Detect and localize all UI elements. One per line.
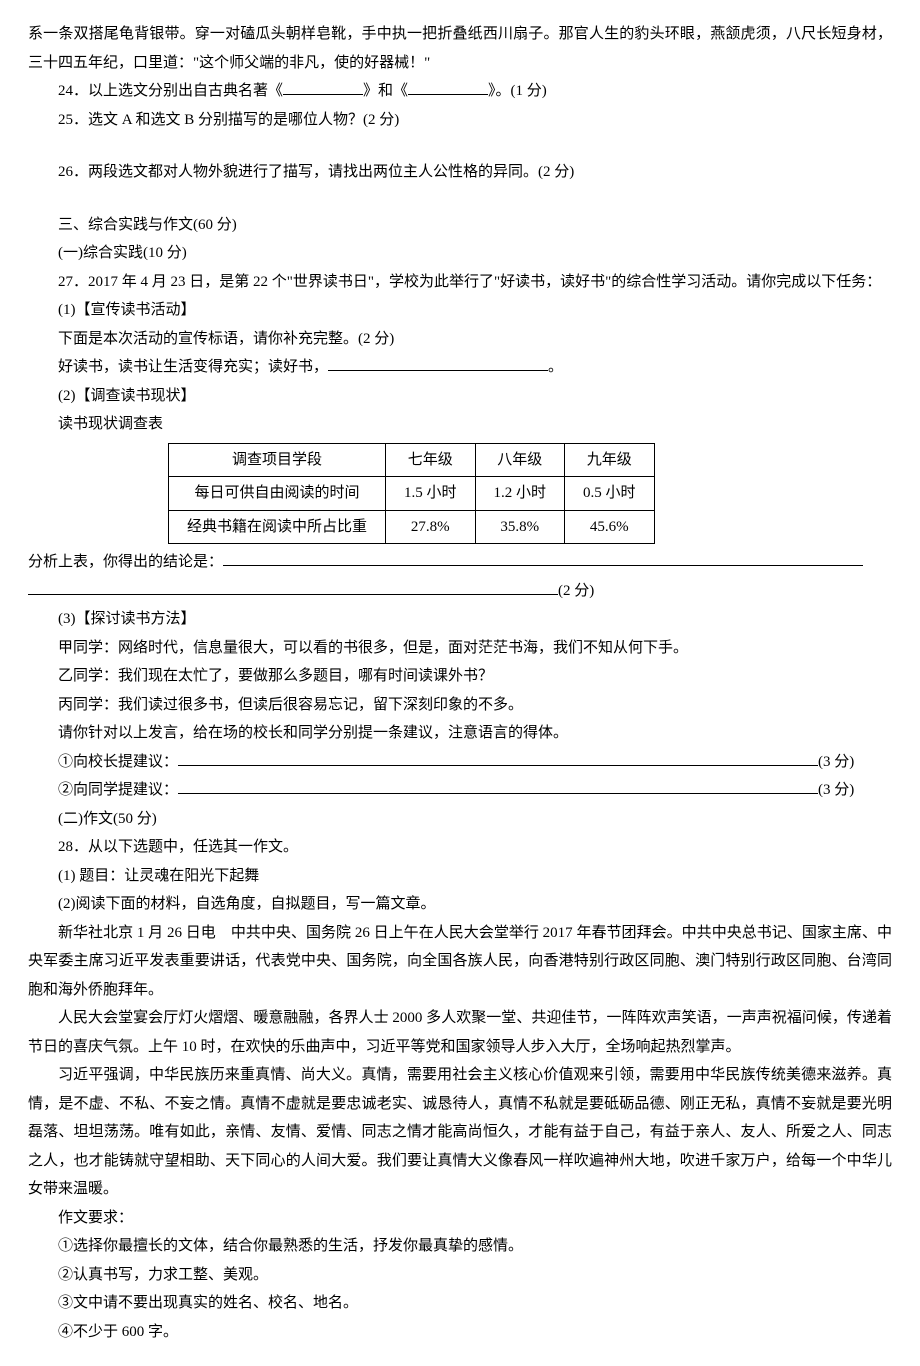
blank-conclusion-1[interactable] [223,551,863,566]
s1-score: (3 分) [818,754,854,770]
q27-p3-a: 甲同学：网络时代，信息量很大，可以看的书很多，但是，面对茫茫书海，我们不知从何下… [28,634,892,663]
td-2-1: 27.8% [386,510,476,544]
question-25: 25．选文 A 和选文 B 分别描写的是哪位人物？(2 分) [28,106,892,135]
th-0: 调查项目学段 [169,443,386,477]
td-1-0: 每日可供自由阅读的时间 [169,477,386,511]
blank-slogan[interactable] [328,356,548,371]
table-row: 经典书籍在阅读中所占比重 27.8% 35.8% 45.6% [169,510,655,544]
conclusion-label: 分析上表，你得出的结论是： [28,554,223,570]
q28-opt2: (2)阅读下面的材料，自选角度，自拟题目，写一篇文章。 [28,890,892,919]
q28-req-title: 作文要求： [28,1204,892,1233]
survey-table: 调查项目学段 七年级 八年级 九年级 每日可供自由阅读的时间 1.5 小时 1.… [168,443,655,545]
q27-p2-title: (2)【调查读书现状】 [28,382,892,411]
q27-p2-label: 读书现状调查表 [28,410,892,439]
td-2-2: 35.8% [475,510,565,544]
q27-p1-line: 下面是本次活动的宣传标语，请你补充完整。(2 分) [28,325,892,354]
th-1: 七年级 [386,443,476,477]
q27-p3-s2: ②向同学提建议： (3 分) [28,776,892,805]
q24-prefix: 24．以上选文分别出自古典名著《 [58,83,283,99]
td-2-3: 45.6% [565,510,655,544]
section-3-title: 三、综合实践与作文(60 分) [28,211,892,240]
p2-score: (2 分) [558,583,594,599]
section-3-1-title: (一)综合实践(10 分) [28,239,892,268]
q27-p3-title: (3)【探讨读书方法】 [28,605,892,634]
td-1-1: 1.5 小时 [386,477,476,511]
blank-s2[interactable] [178,779,818,794]
q27-p3-s1: ①向校长提建议： (3 分) [28,748,892,777]
table-row: 每日可供自由阅读的时间 1.5 小时 1.2 小时 0.5 小时 [169,477,655,511]
q27-p2-conclusion: 分析上表，你得出的结论是： [28,548,892,577]
blank-24-1[interactable] [283,80,363,95]
td-2-0: 经典书籍在阅读中所占比重 [169,510,386,544]
q27-p1-title: (1)【宣传读书活动】 [28,296,892,325]
th-2: 八年级 [475,443,565,477]
q28-req1: ①选择你最擅长的文体，结合你最熟悉的生活，抒发你最真挚的感情。 [28,1232,892,1261]
td-1-3: 0.5 小时 [565,477,655,511]
q27-p3-c: 丙同学：我们读过很多书，但读后很容易忘记，留下深刻印象的不多。 [28,691,892,720]
section-3-2-title: (二)作文(50 分) [28,805,892,834]
table-header-row: 调查项目学段 七年级 八年级 九年级 [169,443,655,477]
question-24: 24．以上选文分别出自古典名著《 》和《 》。(1 分) [28,77,892,106]
blank-s1[interactable] [178,751,818,766]
q27-p2-conclusion-line2: (2 分) [28,577,892,606]
q27-p1-slogan: 好读书，读书让生活变得充实；读好书， 。 [28,353,892,382]
q28-opt1: (1) 题目：让灵魂在阳光下起舞 [28,862,892,891]
question-27-intro: 27．2017 年 4 月 23 日，是第 22 个"世界读书日"，学校为此举行… [28,268,892,297]
s1-label: ①向校长提建议： [58,754,178,770]
q28-req3: ③文中请不要出现真实的姓名、校名、地名。 [28,1289,892,1318]
q24-mid: 》和《 [363,83,408,99]
blank-conclusion-2[interactable] [28,580,558,595]
spacer [28,134,892,158]
q28-para2: 人民大会堂宴会厅灯火熠熠、暖意融融，各界人士 2000 多人欢聚一堂、共迎佳节，… [28,1004,892,1061]
q28-para1: 新华社北京 1 月 26 日电 中共中央、国务院 26 日上午在人民大会堂举行 … [28,919,892,1005]
s2-label: ②向同学提建议： [58,782,178,798]
q28-req2: ②认真书写，力求工整、美观。 [28,1261,892,1290]
s2-score: (3 分) [818,782,854,798]
td-1-2: 1.2 小时 [475,477,565,511]
question-28-intro: 28．从以下选题中，任选其一作文。 [28,833,892,862]
slogan-prefix: 好读书，读书让生活变得充实；读好书， [58,359,328,375]
intro-paragraph: 系一条双搭尾龟背银带。穿一对磕瓜头朝样皂靴，手中执一把折叠纸西川扇子。那官人生的… [28,20,892,77]
q27-p3-b: 乙同学：我们现在太忙了，要做那么多题目，哪有时间读课外书？ [28,662,892,691]
th-3: 九年级 [565,443,655,477]
q28-para3: 习近平强调，中华民族历来重真情、尚大义。真情，需要用社会主义核心价值观来引领，需… [28,1061,892,1204]
slogan-end: 。 [548,359,563,375]
blank-24-2[interactable] [408,80,488,95]
spacer [28,187,892,211]
q27-p3-instruction: 请你针对以上发言，给在场的校长和同学分别提一条建议，注意语言的得体。 [28,719,892,748]
question-26: 26．两段选文都对人物外貌进行了描写，请找出两位主人公性格的异同。(2 分) [28,158,892,187]
q28-req4: ④不少于 600 字。 [28,1318,892,1347]
q24-suffix: 》。(1 分) [488,83,547,99]
